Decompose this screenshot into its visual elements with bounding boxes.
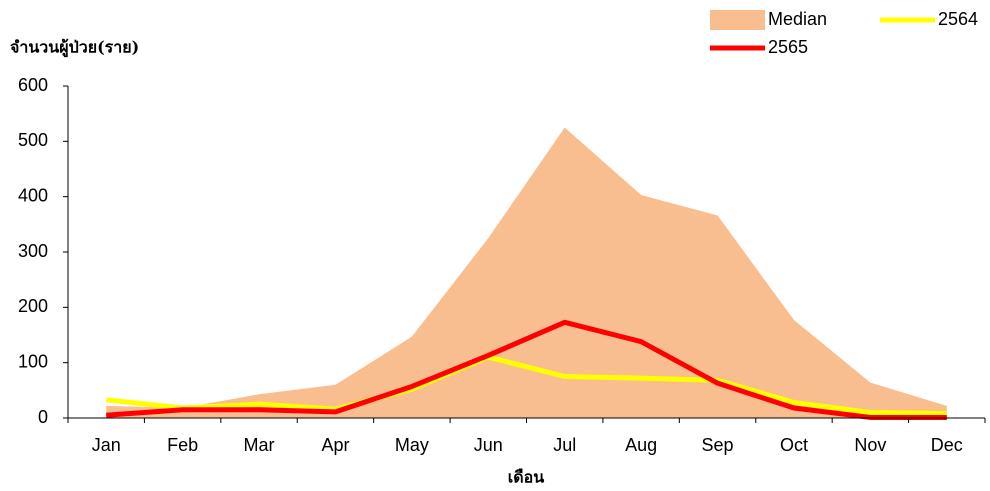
y-tick-label: 200: [18, 296, 48, 316]
x-tick-label: Apr: [321, 435, 349, 455]
legend-label: 2565: [768, 37, 808, 57]
x-tick-label: Jul: [553, 435, 576, 455]
line: [106, 319, 947, 420]
x-tick-label: Feb: [167, 435, 198, 455]
x-tick-label: Sep: [702, 435, 734, 455]
y-tick-label: 100: [18, 351, 48, 371]
legend-swatch: [710, 10, 765, 30]
x-tick-label: Aug: [625, 435, 657, 455]
x-tick-label: Jun: [474, 435, 503, 455]
y-tick-label: 600: [18, 75, 48, 95]
y-tick-label: 500: [18, 130, 48, 150]
x-tick-label: May: [395, 435, 429, 455]
x-tick-label: Mar: [244, 435, 275, 455]
x-tick-label: Dec: [931, 435, 963, 455]
area: [106, 127, 947, 418]
y-axis-title: จำนวนผู้ป่วย(ราย): [10, 38, 139, 59]
legend-label: 2564: [938, 9, 978, 29]
line: [105, 354, 947, 417]
x-tick-label: Nov: [854, 435, 886, 455]
y-tick-label: 300: [18, 241, 48, 261]
y-tick-label: 0: [38, 407, 48, 427]
x-axis-title: เดือน: [508, 468, 544, 487]
x-tick-label: Oct: [780, 435, 808, 455]
x-tick-label: Jan: [92, 435, 121, 455]
legend-label: Median: [768, 9, 827, 29]
y-tick-label: 400: [18, 185, 48, 205]
